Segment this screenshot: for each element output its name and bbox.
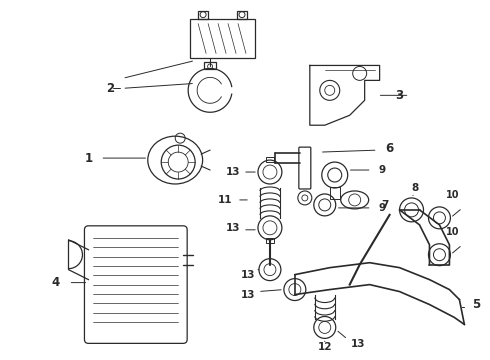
Text: 6: 6 [386,141,393,155]
Text: 12: 12 [318,342,332,352]
Text: 9: 9 [378,203,385,213]
Bar [204,62,216,69]
Text: 10: 10 [446,227,459,237]
Text: 3: 3 [395,89,404,102]
Bar [190,19,255,58]
Text: 5: 5 [472,298,481,311]
Text: 8: 8 [411,183,418,193]
Text: 10: 10 [446,190,459,200]
Bar [198,11,208,19]
Text: 9: 9 [378,165,385,175]
Text: 7: 7 [381,200,388,210]
Text: 13: 13 [226,167,240,177]
Text: 2: 2 [106,82,115,95]
Text: 4: 4 [51,276,60,289]
Text: 11: 11 [218,195,232,205]
Text: 13: 13 [241,289,255,300]
Text: 13: 13 [241,270,255,280]
Text: 13: 13 [350,339,365,349]
Text: 13: 13 [226,223,240,233]
Bar [266,157,274,162]
Bar [266,238,274,243]
Bar [330,187,340,199]
Text: 1: 1 [84,152,93,165]
Bar [237,11,247,19]
